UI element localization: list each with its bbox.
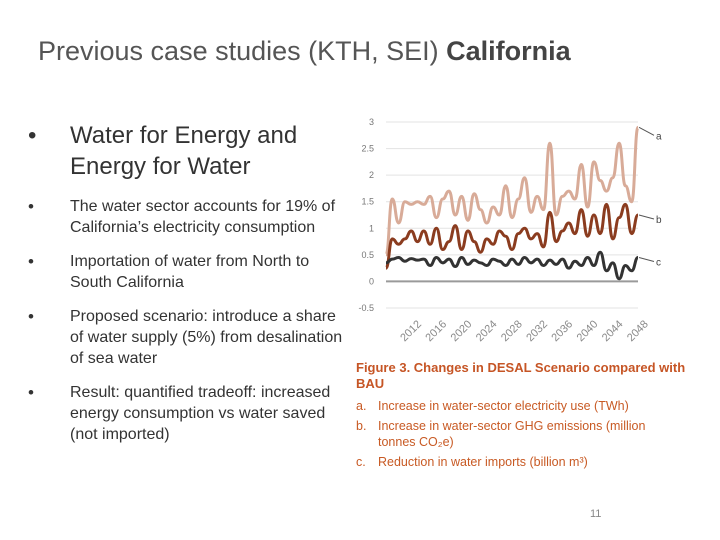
title-bold: California [446,36,571,66]
series-line-b [384,202,640,270]
bullet-sub-text: The water sector accounts for 19% of Cal… [70,198,336,236]
bullet-sub-1: • The water sector accounts for 19% of C… [28,196,348,238]
y-tick-label: 0.5 [361,250,374,260]
bullet-dot-icon: • [28,122,37,149]
x-tick-label: 2032 [524,318,550,344]
bullet-sub-text: Proposed scenario: introduce a share of … [70,308,343,367]
series-leader-a [638,126,655,136]
bullet-list: • Water for Energy and Energy for Water … [28,120,348,458]
figure-caption: Figure 3. Changes in DESAL Scenario comp… [356,360,686,474]
x-tick-label: 2024 [474,318,500,344]
series-label-c: c [656,258,661,269]
series-leader-b [638,214,655,220]
y-tick-label: 0 [369,276,374,286]
bullet-dot-icon: • [28,307,34,326]
page-number: 11 [590,508,602,520]
x-tick-label: 2012 [398,318,424,344]
series-label-a: a [656,131,662,142]
bullet-sub-3: • Proposed scenario: introduce a share o… [28,306,348,369]
y-tick-label: 1.5 [361,197,374,207]
series-leader-c [638,257,655,262]
bullet-dot-icon: • [28,197,34,216]
bullet-sub-text: Importation of water from North to South… [70,253,310,291]
x-tick-label: 2036 [549,318,575,344]
caption-text: Increase in water-sector electricity use… [378,399,629,413]
caption-text: Reduction in water imports (billion m³) [378,455,588,469]
bullet-sub-2: • Importation of water from North to Sou… [28,251,348,293]
y-tick-label: -0.5 [358,303,374,313]
y-tick-label: 1 [369,223,374,233]
slide-title: Previous case studies (KTH, SEI) Califor… [38,36,571,67]
bullet-dot-icon: • [28,383,34,402]
y-tick-label: 2 [369,170,374,180]
caption-item-b: b. Increase in water-sector GHG emission… [356,418,686,450]
x-tick-label: 2020 [449,318,475,344]
bullet-sub-4: • Result: quantified tradeoff: increased… [28,382,348,445]
caption-key: c. [356,455,366,469]
title-plain: Previous case studies (KTH, SEI) [38,36,447,66]
series-line-c [385,250,639,281]
bullet-sub-text: Result: quantified tradeoff: increased e… [70,384,331,443]
x-tick-label: 2048 [625,318,651,344]
caption-title: Figure 3. Changes in DESAL Scenario comp… [356,360,686,391]
x-tick-label: 2040 [575,318,601,344]
caption-key: b. [356,419,367,433]
series-label-b: b [656,215,662,226]
bullet-dot-icon: • [28,252,34,271]
x-tick-label: 2028 [499,318,525,344]
caption-item-a: a. Increase in water-sector electricity … [356,398,686,414]
y-tick-label: 3 [369,117,374,127]
x-tick-label: 2016 [423,318,449,344]
bullet-main-text: Water for Energy and Energy for Water [70,122,298,180]
x-tick-label: 2044 [600,318,626,344]
bullet-main: • Water for Energy and Energy for Water [28,120,348,182]
caption-text: Increase in water-sector GHG emissions (… [378,419,646,449]
series-line-a [384,125,640,257]
caption-key: a. [356,399,367,413]
caption-item-c: c. Reduction in water imports (billion m… [356,454,686,470]
y-tick-label: 2.5 [361,144,374,154]
